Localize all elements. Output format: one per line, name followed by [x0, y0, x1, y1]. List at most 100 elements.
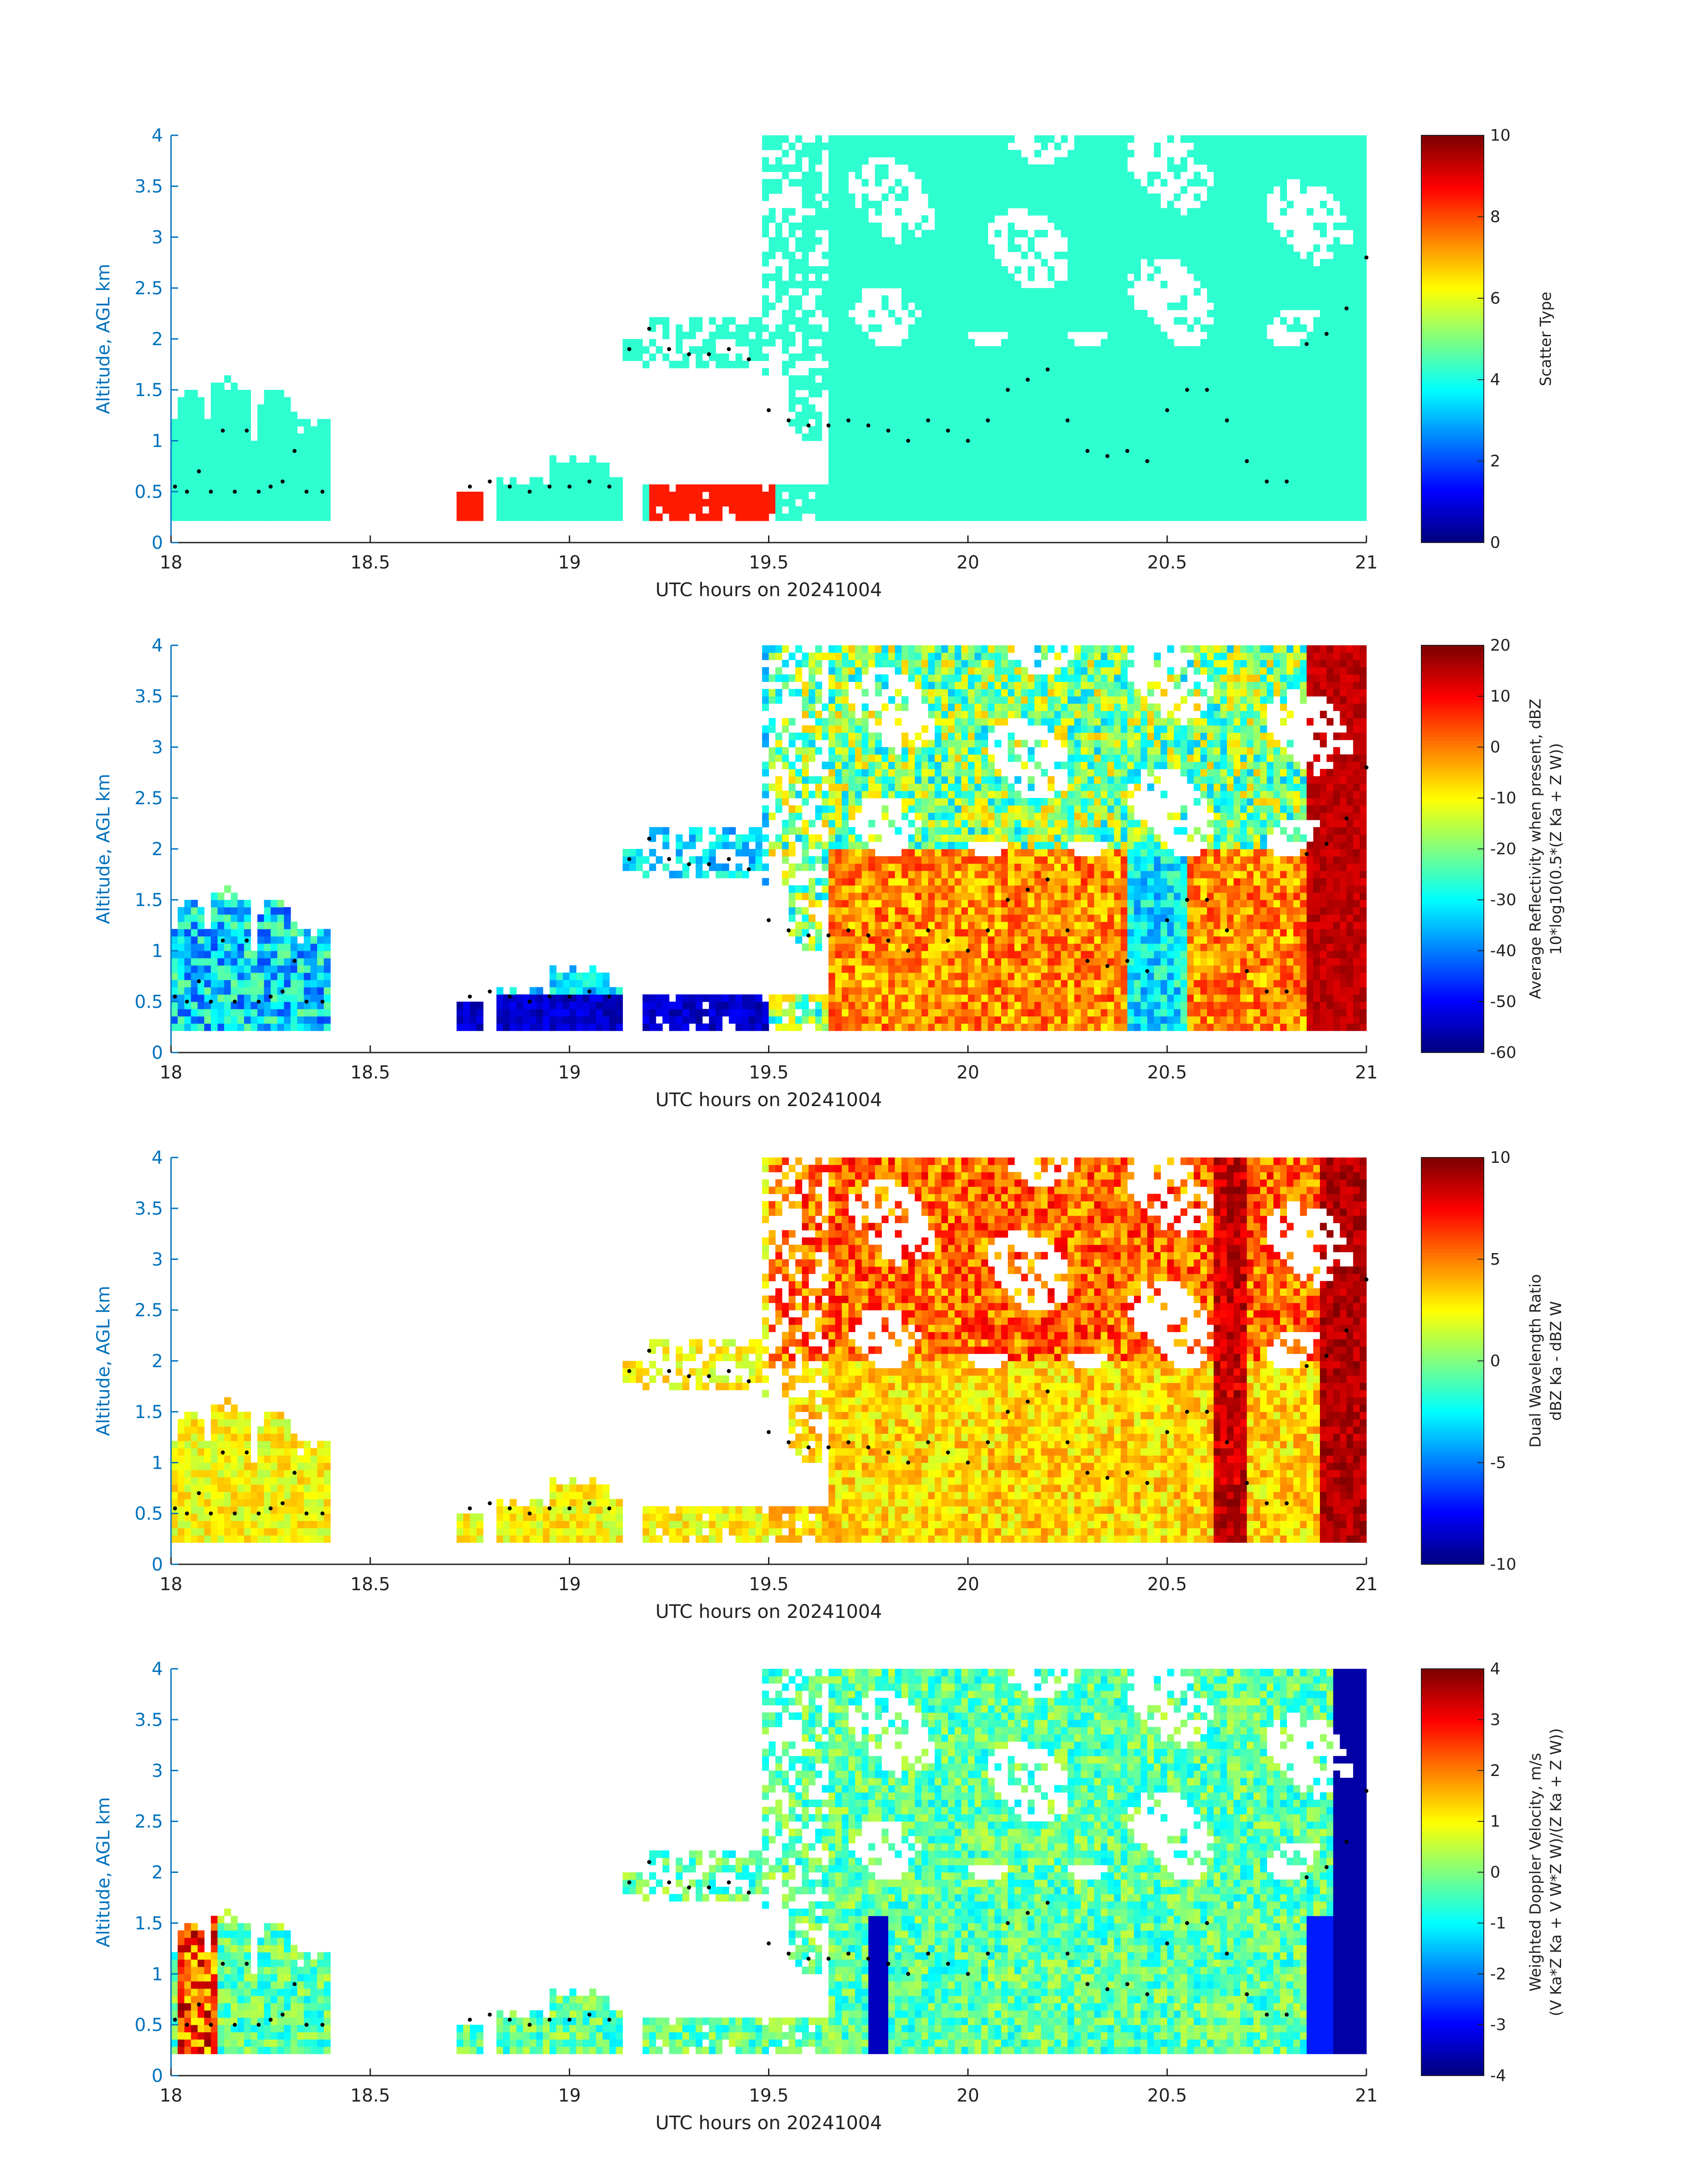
heatmap-cell: [974, 251, 982, 259]
heatmap-cell: [543, 492, 550, 499]
heatmap-cell: [1067, 280, 1075, 288]
heatmap-cell: [1353, 164, 1360, 172]
heatmap-cell: [682, 331, 689, 339]
heatmap-cell: [895, 382, 902, 390]
heatmap-cell: [961, 222, 969, 230]
heatmap-cell: [197, 506, 205, 514]
heatmap-cell: [921, 346, 929, 354]
heatmap-cell: [988, 302, 995, 310]
cloud-top-point: [1344, 306, 1349, 311]
heatmap-cell: [1360, 288, 1367, 296]
heatmap-cell: [1273, 288, 1281, 296]
heatmap-cell: [802, 230, 809, 238]
heatmap-cell: [1081, 506, 1088, 514]
heatmap-cell: [1240, 397, 1247, 405]
heatmap-cell: [1147, 215, 1154, 223]
heatmap-cell: [961, 484, 969, 492]
heatmap-cell: [583, 513, 590, 521]
heatmap-cell: [304, 433, 311, 441]
heatmap-cell: [1094, 492, 1101, 499]
heatmap-cell: [177, 397, 185, 405]
heatmap-cell: [974, 237, 982, 245]
heatmap-cell: [822, 368, 829, 376]
heatmap-cell: [948, 171, 955, 180]
heatmap-cell: [994, 259, 1002, 267]
heatmap-cell: [875, 404, 882, 412]
heatmap-cell: [1034, 411, 1041, 419]
heatmap-cell: [1286, 142, 1294, 150]
heatmap-cell: [881, 382, 889, 390]
colorbar-swatch: [1421, 393, 1484, 397]
heatmap-cell: [1107, 280, 1115, 288]
colorbar-swatch: [1421, 315, 1484, 319]
heatmap-cell: [583, 492, 590, 499]
heatmap-cell: [802, 251, 809, 259]
heatmap-cell: [828, 280, 835, 288]
heatmap-cell: [324, 462, 331, 470]
heatmap-cell: [277, 433, 284, 441]
heatmap-cell: [1346, 186, 1353, 194]
heatmap-cell: [470, 513, 477, 521]
heatmap-cell: [1260, 179, 1267, 187]
heatmap-cell: [1014, 477, 1022, 485]
heatmap-cell: [1094, 324, 1101, 332]
heatmap-cell: [251, 513, 258, 521]
heatmap-cell: [848, 339, 856, 347]
heatmap-cell: [775, 492, 782, 499]
heatmap-cell: [1041, 360, 1048, 368]
heatmap-cell: [257, 462, 264, 470]
heatmap-cell: [974, 302, 982, 310]
heatmap-cell: [948, 448, 955, 456]
heatmap-cell: [1293, 317, 1300, 325]
heatmap-cell: [1041, 513, 1048, 521]
heatmap-cell: [921, 288, 929, 296]
heatmap-cell: [1340, 244, 1347, 252]
heatmap-cell: [310, 513, 317, 521]
colorbar-swatch: [1421, 230, 1484, 234]
heatmap-cell: [1147, 448, 1154, 456]
heatmap-cell: [1140, 426, 1148, 434]
colorbar-swatch: [1421, 251, 1484, 255]
heatmap-cell: [1187, 455, 1194, 463]
heatmap-cell: [304, 426, 311, 434]
heatmap-cell: [1253, 186, 1261, 194]
heatmap-cell: [895, 397, 902, 405]
heatmap-cell: [1326, 375, 1334, 383]
heatmap-cell: [921, 360, 929, 368]
heatmap-cell: [1154, 513, 1161, 521]
heatmap-cell: [1094, 157, 1101, 165]
heatmap-cell: [1140, 382, 1148, 390]
cloud-top-point: [826, 423, 831, 428]
heatmap-cell: [755, 353, 763, 361]
heatmap-cell: [1087, 142, 1094, 150]
heatmap-cell: [1081, 208, 1088, 216]
heatmap-cell: [1266, 179, 1274, 187]
heatmap-cell: [961, 499, 969, 507]
heatmap-cell: [954, 244, 962, 252]
heatmap-cell: [1054, 157, 1061, 165]
heatmap-cell: [802, 324, 809, 332]
colorbar-swatch: [1421, 501, 1484, 506]
heatmap-cell: [1101, 419, 1108, 427]
heatmap-cell: [1087, 433, 1094, 441]
heatmap-cell: [981, 382, 988, 390]
heatmap-cell: [1313, 506, 1320, 514]
colorbar-swatch: [1421, 441, 1484, 445]
heatmap-cell: [1154, 470, 1161, 478]
cloud-top-point: [1165, 408, 1169, 413]
heatmap-cell: [1340, 448, 1347, 456]
heatmap-cell: [1280, 441, 1287, 448]
heatmap-cell: [290, 513, 298, 521]
heatmap-cell: [184, 411, 192, 419]
heatmap-cell: [1007, 404, 1015, 412]
heatmap-cell: [1266, 280, 1274, 288]
heatmap-cell: [1273, 230, 1281, 238]
heatmap-cell: [503, 506, 510, 514]
colorbar-swatch: [1421, 512, 1484, 516]
heatmap-cell: [1326, 179, 1334, 187]
heatmap-cell: [1313, 426, 1320, 434]
heatmap-cell: [1280, 506, 1287, 514]
heatmap-cell: [868, 273, 876, 281]
heatmap-cell: [1300, 477, 1307, 485]
heatmap-cell: [1107, 215, 1115, 223]
